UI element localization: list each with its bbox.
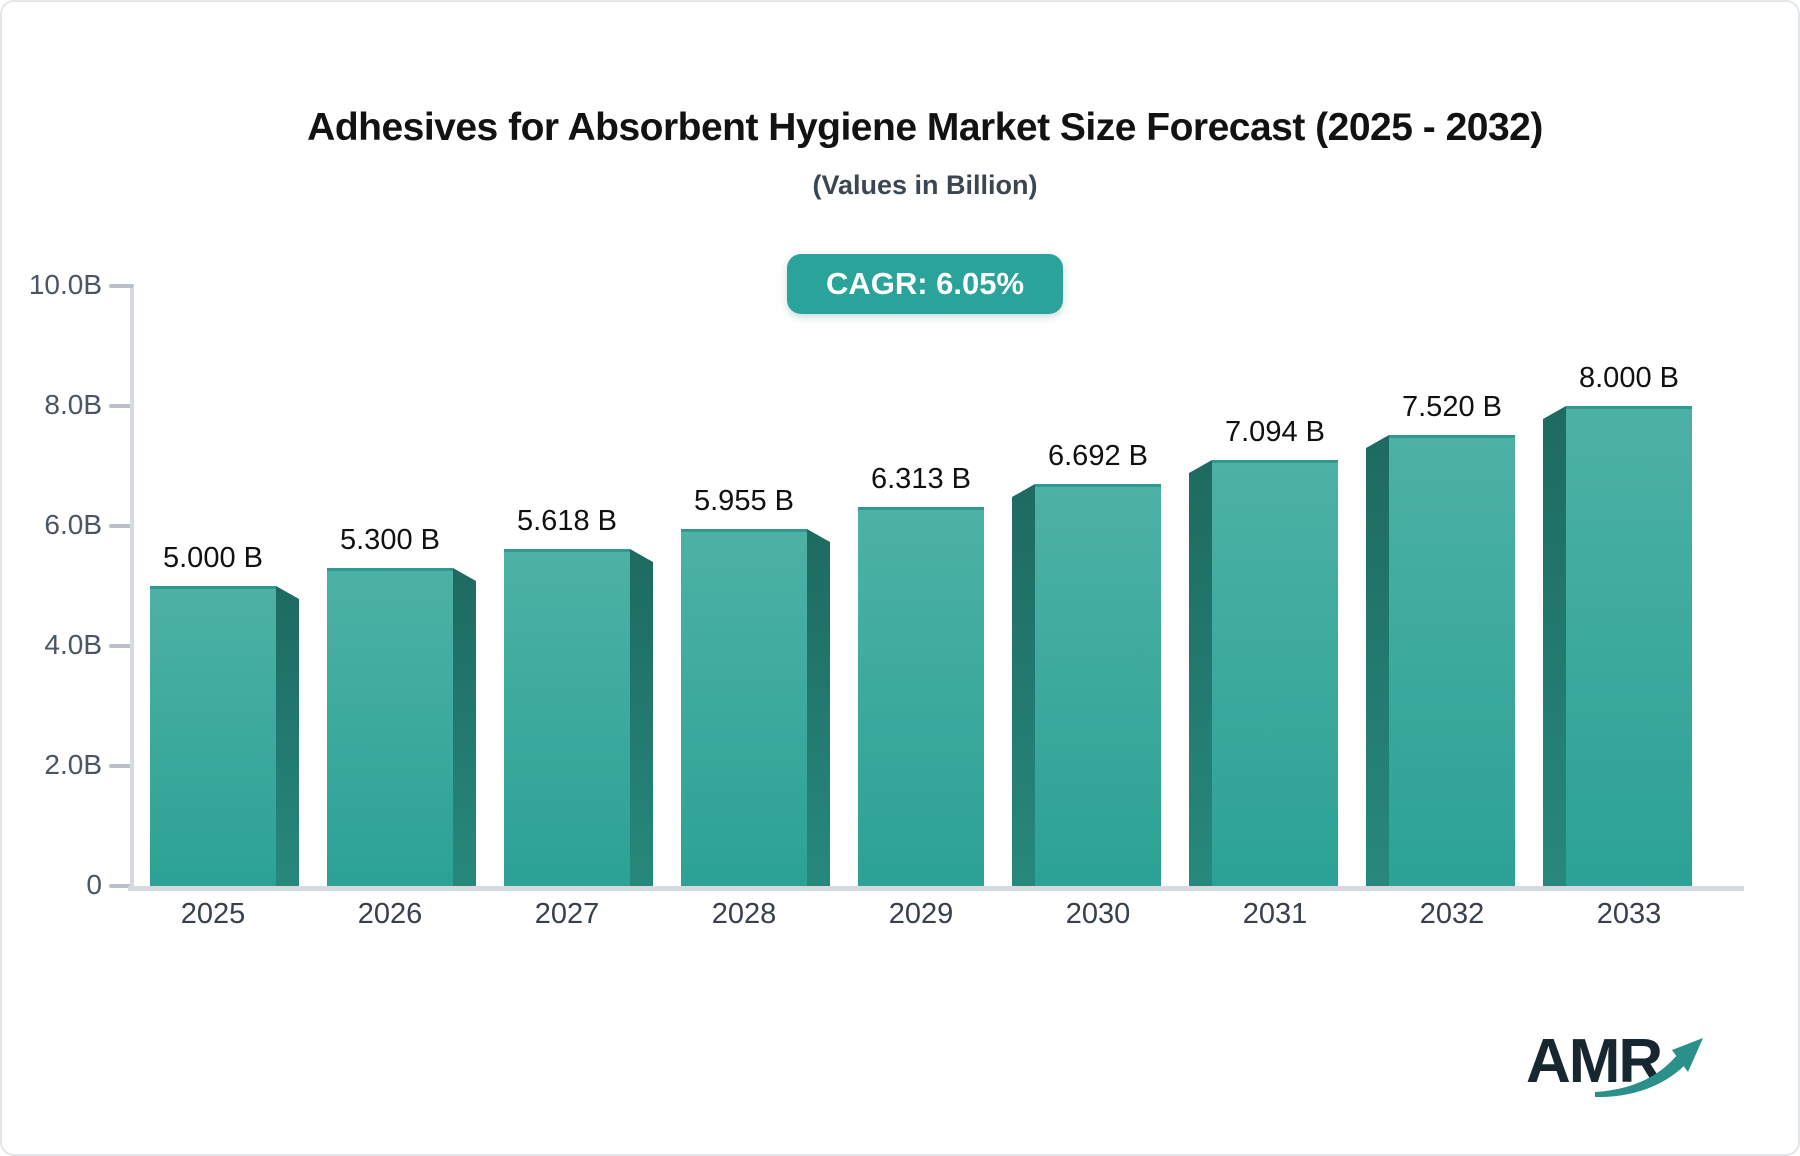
x-axis-line <box>128 886 1744 891</box>
x-tick-label-2033: 2033 <box>1596 898 1662 930</box>
y-tick-dash <box>109 764 134 768</box>
bar-side-panel <box>276 586 299 886</box>
y-tick-label: 4.0B <box>44 629 102 660</box>
x-tick-label-2029: 2029 <box>888 898 954 930</box>
bar-2033 <box>1566 406 1692 886</box>
y-tick-dash <box>109 884 134 888</box>
y-tick-dash <box>109 644 134 648</box>
chart-subtitle: (Values in Billion) <box>812 170 1038 200</box>
bar-2026 <box>327 568 453 886</box>
bar-2027 <box>504 549 630 886</box>
bar-value-label: 7.520 B <box>1402 391 1502 423</box>
growth-arrow-icon <box>1595 1038 1703 1098</box>
x-tick-label-2025: 2025 <box>180 898 246 930</box>
bar-2025 <box>150 586 276 886</box>
bar-value-label: 7.094 B <box>1225 416 1325 448</box>
bar-2032 <box>1389 435 1515 886</box>
y-tick-label: 0 <box>86 869 102 900</box>
y-tick-dash <box>109 284 134 288</box>
bar-2028 <box>681 529 807 886</box>
bar-value-label: 5.300 B <box>340 524 440 556</box>
y-tick-label: 8.0B <box>44 389 102 420</box>
y-axis-line <box>130 288 134 888</box>
x-tick-label-2031: 2031 <box>1242 898 1308 930</box>
y-tick-label: 6.0B <box>44 509 102 540</box>
x-tick-label-2026: 2026 <box>357 898 423 930</box>
bar-side-panel <box>453 568 476 886</box>
bar-value-label: 6.692 B <box>1048 440 1148 472</box>
y-tick-dash <box>109 524 134 528</box>
bar-side-panel <box>1543 406 1566 886</box>
bar-value-label: 6.313 B <box>871 463 971 495</box>
bar-value-label: 5.000 B <box>163 542 263 574</box>
chart-title: Adhesives for Absorbent Hygiene Market S… <box>307 106 1543 149</box>
y-tick-label: 2.0B <box>44 749 102 780</box>
y-tick-label: 10.0B <box>28 269 102 300</box>
bar-2031 <box>1212 460 1338 886</box>
cagr-badge: CAGR: 6.05% <box>787 254 1063 314</box>
bar-side-panel <box>1012 484 1035 886</box>
bar-side-panel <box>1366 435 1389 886</box>
bar-value-label: 8.000 B <box>1579 362 1679 394</box>
x-tick-label-2027: 2027 <box>534 898 600 930</box>
bar-value-label: 5.618 B <box>517 505 617 537</box>
bar-side-panel <box>630 549 653 886</box>
bar-2030 <box>1035 484 1161 886</box>
y-tick-dash <box>109 404 134 408</box>
x-tick-label-2032: 2032 <box>1419 898 1485 930</box>
bar-value-label: 5.955 B <box>694 485 794 517</box>
x-tick-label-2028: 2028 <box>711 898 777 930</box>
cagr-badge-label: CAGR: 6.05% <box>825 266 1025 301</box>
bar-side-panel <box>807 529 830 886</box>
x-tick-label-2030: 2030 <box>1065 898 1131 930</box>
bar-2029 <box>858 507 984 886</box>
bar-side-panel <box>1189 460 1212 886</box>
